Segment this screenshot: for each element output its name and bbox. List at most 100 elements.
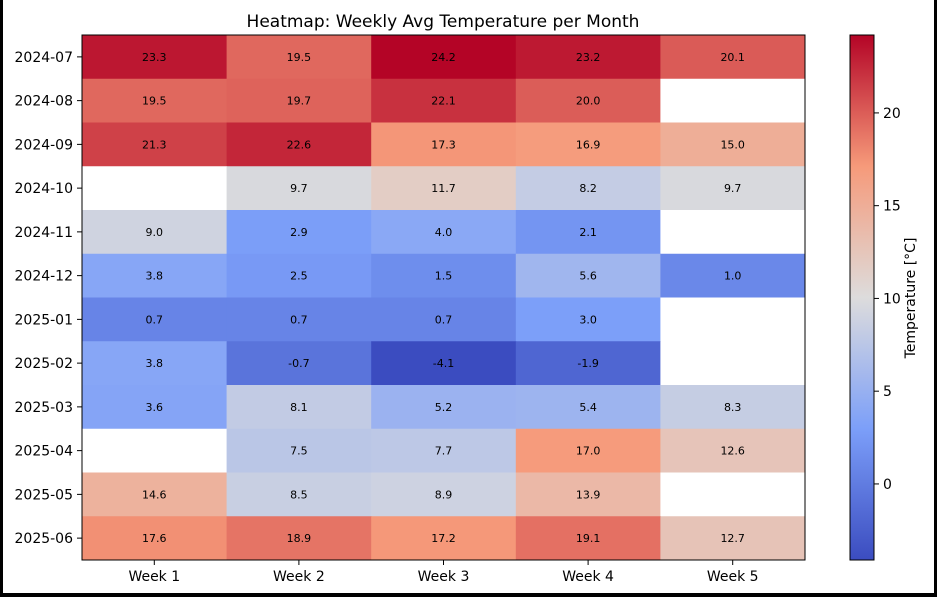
- heatmap-cell: [226, 385, 372, 430]
- heatmap-cell: [226, 341, 372, 386]
- heatmap-cell-empty: [660, 78, 806, 123]
- cell-value-label: 2.9: [290, 226, 308, 239]
- y-axis: 2024-07 2024-08 2024-09 2024-10 2024-11 2024-…: [15, 50, 82, 547]
- heatmap-cell: [82, 516, 228, 561]
- heatmap-cell: [515, 516, 661, 561]
- cell-value-label: 12.7: [720, 532, 745, 545]
- heatmap-cell: [515, 210, 661, 255]
- heatmap-cell: [371, 341, 517, 386]
- cell-value-label: 2.1: [579, 226, 597, 239]
- heatmap-cell: [371, 166, 517, 211]
- cell-value-label: 2.5: [290, 270, 308, 283]
- heatmap-cell: [82, 297, 228, 342]
- heatmap-cell: [82, 472, 228, 517]
- heatmap-chart: Heatmap: Weekly Avg Temperature per Mont…: [15, 12, 920, 585]
- y-tick-label: 2024-08: [15, 94, 74, 110]
- heatmap-cell-empty: [660, 210, 806, 255]
- cell-value-label: 17.2: [431, 532, 456, 545]
- heatmap-cell: [226, 210, 372, 255]
- cell-value-label: 21.3: [142, 138, 167, 151]
- colorbar-label: Temperature [°C]: [903, 238, 919, 360]
- heatmap-cell: [82, 341, 228, 386]
- heatmap-cell: [515, 472, 661, 517]
- heatmap-cell: [371, 516, 517, 561]
- cell-value-label: 1.5: [435, 270, 453, 283]
- x-tick-label: Week 1: [128, 569, 180, 585]
- heatmap-cell: [226, 516, 372, 561]
- heatmap-cell: [660, 516, 806, 561]
- heatmap-cell-empty: [82, 428, 228, 473]
- cell-value-label: 3.8: [146, 357, 164, 370]
- heatmap-cell: [82, 122, 228, 167]
- chart-canvas: Heatmap: Weekly Avg Temperature per Mont…: [3, 0, 934, 593]
- y-tick-label: 2024-09: [15, 137, 74, 153]
- heatmap-cell: [82, 385, 228, 430]
- cell-value-label: 19.5: [142, 95, 167, 108]
- colorbar: [849, 34, 875, 561]
- heatmap-cell: [515, 253, 661, 298]
- cell-value-label: 3.0: [579, 313, 597, 326]
- cell-value-label: 14.6: [142, 488, 167, 501]
- cell-value-label: 5.6: [579, 270, 597, 283]
- cell-value-label: 12.6: [720, 445, 745, 458]
- y-tick-label: 2025-03: [15, 400, 74, 416]
- x-tick-label: Week 2: [273, 569, 325, 585]
- heatmap-cell: [515, 385, 661, 430]
- y-tick-label: 2025-06: [15, 531, 74, 547]
- cell-value-label: 8.2: [579, 182, 597, 195]
- cell-value-label: 5.2: [435, 401, 453, 414]
- colorbar-tick-label: 20: [883, 106, 901, 122]
- heatmap-cell: [371, 472, 517, 517]
- heatmap-cell: [515, 166, 661, 211]
- heatmap-cell: [515, 297, 661, 342]
- cell-value-label: 0.7: [146, 313, 164, 326]
- heatmap-cell: [371, 428, 517, 473]
- y-tick-label: 2024-10: [15, 181, 74, 197]
- colorbar-ticks: 0 5 10 15 20: [874, 106, 901, 493]
- cell-value-label: 23.3: [142, 51, 167, 64]
- heatmap-cell: [226, 472, 372, 517]
- heatmap-cell: [660, 385, 806, 430]
- heatmap-cell: [660, 35, 806, 80]
- cell-value-label: 22.6: [287, 138, 312, 151]
- cell-value-label: 4.0: [435, 226, 453, 239]
- cell-value-label: -0.7: [288, 357, 309, 370]
- cell-value-label: 9.0: [146, 226, 164, 239]
- heatmap-cell: [82, 253, 228, 298]
- heatmap-cell: [226, 122, 372, 167]
- cell-value-label: 0.7: [435, 313, 453, 326]
- heatmap-cell: [371, 253, 517, 298]
- heatmap-cell-empty: [660, 297, 806, 342]
- cell-value-label: 9.7: [724, 182, 742, 195]
- cell-value-label: -4.1: [433, 357, 454, 370]
- heatmap-cell: [226, 297, 372, 342]
- cell-value-label: 17.6: [142, 532, 167, 545]
- cell-value-label: 9.7: [290, 182, 308, 195]
- y-tick-label: 2024-12: [15, 269, 74, 285]
- cell-value-label: 8.9: [435, 488, 453, 501]
- heatmap-cell: [515, 428, 661, 473]
- heatmap-cell: [82, 210, 228, 255]
- cell-value-label: 22.1: [431, 95, 456, 108]
- cell-value-label: 5.4: [579, 401, 597, 414]
- cell-value-label: 0.7: [290, 313, 308, 326]
- heatmap-cell: [660, 253, 806, 298]
- heatmap-cell: [82, 78, 228, 123]
- heatmap-cells: 23.3 19.5 24.2 23.2 20.1 19.5 19.7 22.1 20.0 21.3…: [82, 35, 806, 561]
- cell-value-label: 17.3: [431, 138, 456, 151]
- cell-value-label: 20.0: [576, 95, 601, 108]
- cell-value-label: 13.9: [576, 488, 601, 501]
- x-tick-label: Week 3: [418, 569, 470, 585]
- cell-value-label: 19.5: [287, 51, 312, 64]
- heatmap-cell: [515, 78, 661, 123]
- cell-value-label: 8.3: [724, 401, 742, 414]
- y-tick-label: 2025-02: [15, 356, 74, 372]
- heatmap-cell-empty: [660, 472, 806, 517]
- cell-value-label: 8.5: [290, 488, 308, 501]
- x-axis: Week 1 Week 2 Week 3 Week 4 Week 5: [128, 560, 759, 585]
- heatmap-cell: [226, 35, 372, 80]
- cell-value-label: 7.7: [435, 445, 453, 458]
- cell-value-label: 19.1: [576, 532, 601, 545]
- y-tick-label: 2024-11: [15, 225, 74, 241]
- heatmap-cell: [82, 35, 228, 80]
